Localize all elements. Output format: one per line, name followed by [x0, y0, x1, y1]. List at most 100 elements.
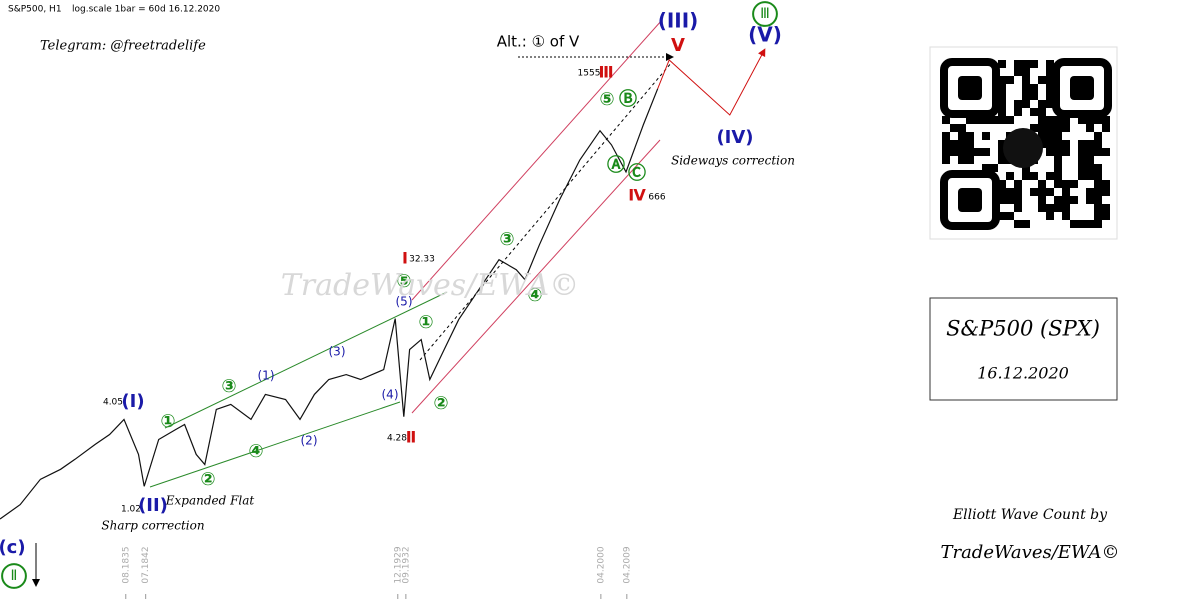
- qr-cell: [1014, 108, 1022, 116]
- qr-cell: [1030, 92, 1038, 100]
- qr-cell: [1094, 140, 1102, 148]
- qr-cell: [1094, 204, 1102, 212]
- qr-cell: [958, 148, 966, 156]
- annotation: S&P500, H1: [8, 5, 62, 15]
- qr-cell: [1046, 60, 1054, 68]
- qr-cell: [1086, 148, 1094, 156]
- qr-cell: [1046, 188, 1054, 196]
- qr-cell: [1014, 196, 1022, 204]
- qr-cell: [1094, 188, 1102, 196]
- annotation: (II): [138, 495, 168, 516]
- annotation: ③: [499, 229, 514, 250]
- qr-cell: [998, 156, 1006, 164]
- qr-cell: [1046, 76, 1054, 84]
- qr-cell: [1054, 140, 1062, 148]
- qr-cell: [1062, 204, 1070, 212]
- annotation: Ⅲ: [598, 63, 613, 82]
- qr-cell: [1086, 172, 1094, 180]
- qr-cell: [1014, 188, 1022, 196]
- qr-cell: [1046, 140, 1054, 148]
- x-tick-label: 12.1929: [393, 546, 403, 583]
- value-label: 1.02: [121, 505, 141, 515]
- annotation: ③: [221, 376, 236, 397]
- qr-cell: [1030, 84, 1038, 92]
- qr-cell: [982, 116, 990, 124]
- qr-cell: [942, 156, 950, 164]
- qr-cell: [1038, 180, 1046, 188]
- qr-cell: [990, 116, 998, 124]
- qr-cell: [1094, 148, 1102, 156]
- qr-cell: [1086, 116, 1094, 124]
- qr-cell: [1078, 116, 1086, 124]
- qr-cell: [1046, 124, 1054, 132]
- qr-cell: [942, 116, 950, 124]
- annotation: Ⅳ: [628, 186, 646, 205]
- annotation: ⑤: [599, 89, 614, 110]
- qr-cell: [1014, 60, 1022, 68]
- annotation: (c): [0, 537, 26, 558]
- annotation: ②: [433, 393, 448, 414]
- qr-cell: [974, 116, 982, 124]
- x-tick-label: 07.1842: [141, 546, 151, 583]
- qr-cell: [1038, 204, 1046, 212]
- annotation: (1): [258, 369, 275, 383]
- qr-cell: [1014, 220, 1022, 228]
- qr-cell: [1030, 60, 1038, 68]
- qr-cell: [1022, 164, 1030, 172]
- qr-cell: [1054, 156, 1062, 164]
- qr-cell: [998, 76, 1006, 84]
- qr-cell: [1078, 140, 1086, 148]
- annotation: TradeWaves/EWA©: [281, 268, 579, 303]
- annotation: ②: [200, 469, 215, 490]
- qr-cell: [950, 148, 958, 156]
- qr-finder: [940, 58, 1000, 118]
- annotation-circle: [1, 563, 27, 589]
- qr-cell: [1022, 92, 1030, 100]
- annotation: ④: [527, 285, 542, 306]
- qr-cell: [1070, 220, 1078, 228]
- qr-cell: [1062, 188, 1070, 196]
- qr-cell: [1070, 196, 1078, 204]
- qr-cell: [990, 164, 998, 172]
- qr-cell: [950, 140, 958, 148]
- qr-cell: [982, 148, 990, 156]
- qr-cell: [974, 148, 982, 156]
- annotation: S&P500 (SPX): [946, 317, 1100, 341]
- qr-finder: [1070, 76, 1094, 100]
- qr-cell: [1006, 76, 1014, 84]
- qr-cell: [1054, 196, 1062, 204]
- annotation: ①: [160, 411, 175, 432]
- qr-finder: [940, 170, 1000, 230]
- qr-cell: [1054, 132, 1062, 140]
- qr-cell: [982, 132, 990, 140]
- qr-cell: [958, 156, 966, 164]
- qr-cell: [1102, 188, 1110, 196]
- qr-cell: [1046, 84, 1054, 92]
- channel-line: [149, 401, 401, 488]
- qr-cell: [1086, 188, 1094, 196]
- qr-cell: [1022, 60, 1030, 68]
- qr-cell: [1102, 212, 1110, 220]
- qr-cell: [1038, 196, 1046, 204]
- qr-cell: [1086, 140, 1094, 148]
- qr-cell: [1054, 180, 1062, 188]
- qr-cell: [1046, 68, 1054, 76]
- value-label: 32.33: [409, 255, 435, 265]
- projection-line: [657, 48, 766, 116]
- qr-cell: [1054, 116, 1062, 124]
- qr-cell: [1078, 220, 1086, 228]
- qr-cell: [1046, 212, 1054, 220]
- qr-cell: [998, 180, 1006, 188]
- qr-cell: [1102, 180, 1110, 188]
- qr-pattern: [940, 58, 1112, 230]
- qr-cell: [1022, 76, 1030, 84]
- annotation: Ⓑ: [619, 88, 637, 110]
- annotation: (3): [329, 345, 346, 359]
- qr-cell: [1006, 212, 1014, 220]
- annotation-circle: [752, 1, 778, 27]
- qr-cell: [1062, 124, 1070, 132]
- qr-cell: [1102, 204, 1110, 212]
- qr-cell: [1102, 148, 1110, 156]
- annotation: Ⅰ: [402, 249, 408, 268]
